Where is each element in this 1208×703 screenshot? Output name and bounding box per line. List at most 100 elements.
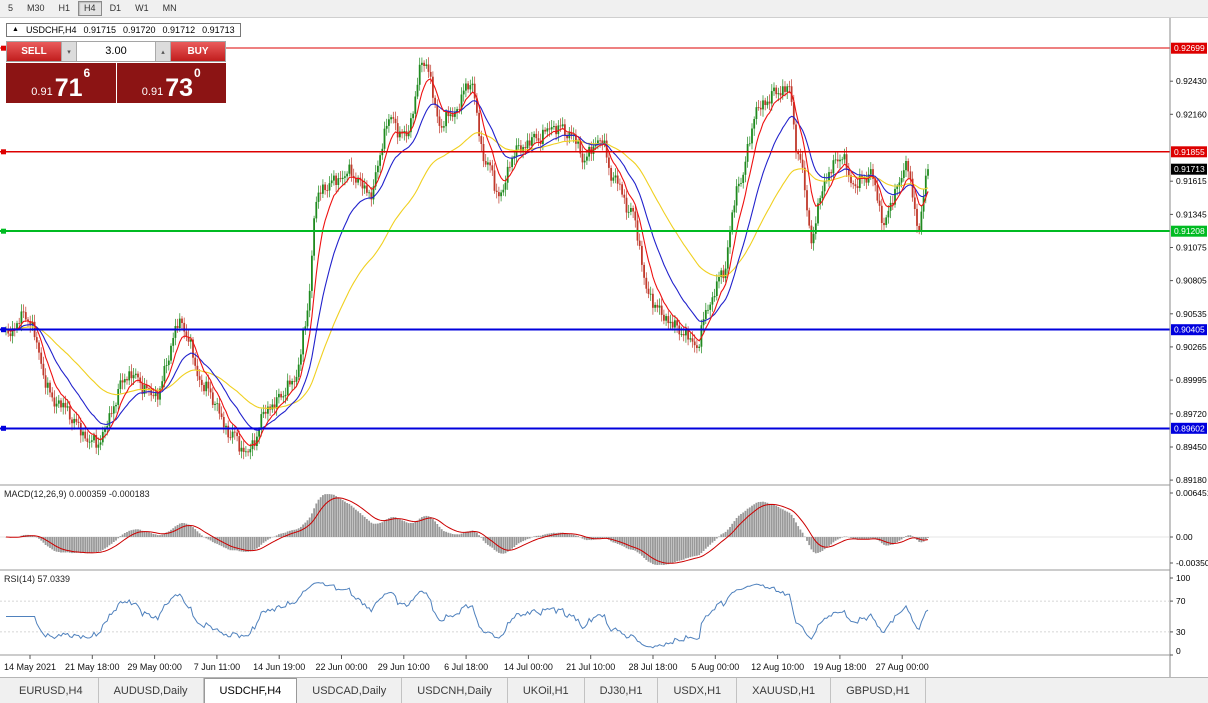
svg-text:29 Jun 10:00: 29 Jun 10:00 xyxy=(378,662,430,672)
svg-text:0.00: 0.00 xyxy=(1176,532,1193,542)
svg-text:0.89995: 0.89995 xyxy=(1176,375,1207,385)
svg-text:-0.00350: -0.00350 xyxy=(1176,558,1208,568)
timeframe-button-MN[interactable]: MN xyxy=(162,3,177,13)
timeframe-button-5[interactable]: 5 xyxy=(8,3,14,13)
sell-button[interactable]: SELL xyxy=(7,42,61,61)
chart-tab-USDCHF-H4[interactable]: USDCHF,H4 xyxy=(203,678,298,703)
chart-tab-USDX-H1[interactable]: USDX,H1 xyxy=(658,678,738,703)
svg-text:22 Jun 00:00: 22 Jun 00:00 xyxy=(315,662,367,672)
svg-text:0.89602: 0.89602 xyxy=(1174,423,1205,433)
moving-averages-layer xyxy=(5,78,929,447)
svg-text:6 Jul 18:00: 6 Jul 18:00 xyxy=(444,662,488,672)
svg-text:27 Aug 00:00: 27 Aug 00:00 xyxy=(876,662,929,672)
chart-canvas[interactable]: 0.92430 0.92160 0.91615 0.91345 0.91075 0.908… xyxy=(0,18,1208,677)
ma-line-8 xyxy=(5,78,929,447)
sell-price-sup: 6 xyxy=(83,66,91,80)
svg-text:0.91075: 0.91075 xyxy=(1176,243,1207,253)
chart-tab-GBPUSD-H1[interactable]: GBPUSD,H1 xyxy=(831,678,926,703)
svg-text:0.90535: 0.90535 xyxy=(1176,309,1207,319)
timeframe-button-M30[interactable]: M30 xyxy=(27,3,45,13)
volume-increase-button[interactable]: ▴ xyxy=(155,42,171,61)
buy-button[interactable]: BUY xyxy=(171,42,225,61)
svg-text:0.92430: 0.92430 xyxy=(1176,76,1207,86)
svg-text:14 Jul 00:00: 14 Jul 00:00 xyxy=(504,662,553,672)
chart-tab-EURUSD-H4[interactable]: EURUSD,H4 xyxy=(4,678,99,703)
volume-decrease-button[interactable]: ▾ xyxy=(61,42,77,61)
chart-tab-USDCNH-Daily[interactable]: USDCNH,Daily xyxy=(402,678,508,703)
ohlc-info-box: ▲ USDCHF,H4 0.91715 0.91720 0.91712 0.91… xyxy=(6,23,241,37)
high-price: 0.91720 xyxy=(123,25,156,35)
trade-prices-row: 0.91 71 6 0.91 73 0 xyxy=(6,63,226,103)
sell-price-display[interactable]: 0.91 71 6 xyxy=(6,63,116,103)
svg-text:0.006451: 0.006451 xyxy=(1176,488,1208,498)
svg-text:0.91208: 0.91208 xyxy=(1174,226,1205,236)
chart-tab-XAUUSD-H1[interactable]: XAUUSD,H1 xyxy=(737,678,832,703)
macd-axis: 0.006451 0.00 -0.00350 xyxy=(1170,488,1208,568)
chart-area: 0.92430 0.92160 0.91615 0.91345 0.91075 0.908… xyxy=(0,18,1208,677)
price-axis: 0.92430 0.92160 0.91615 0.91345 0.91075 0.908… xyxy=(1170,76,1207,485)
one-click-trading-panel: SELL ▾ 3.00 ▴ BUY 0.91 71 6 0.91 73 xyxy=(6,41,226,103)
svg-text:29 May 00:00: 29 May 00:00 xyxy=(127,662,182,672)
triangle-down-icon: ▾ xyxy=(67,48,71,56)
svg-text:30: 30 xyxy=(1176,627,1186,637)
sell-price-prefix: 0.91 xyxy=(31,85,53,98)
svg-text:5 Aug 00:00: 5 Aug 00:00 xyxy=(691,662,739,672)
chart-tab-DJ30-H1[interactable]: DJ30,H1 xyxy=(585,678,659,703)
svg-text:19 Aug 18:00: 19 Aug 18:00 xyxy=(813,662,866,672)
rsi-line xyxy=(6,582,929,649)
svg-text:0.90805: 0.90805 xyxy=(1176,276,1207,286)
macd-histogram xyxy=(5,494,929,565)
svg-text:0.91855: 0.91855 xyxy=(1174,147,1205,157)
up-triangle-icon: ▲ xyxy=(12,26,19,33)
timeframe-button-W1[interactable]: W1 xyxy=(135,3,149,13)
svg-text:70: 70 xyxy=(1176,596,1186,606)
symbol-timeframe-label: USDCHF,H4 xyxy=(25,25,77,35)
svg-text:0: 0 xyxy=(1176,646,1181,656)
macd-signal-line xyxy=(5,497,929,564)
svg-text:0.89450: 0.89450 xyxy=(1176,442,1207,452)
chart-tabs-bar: EURUSD,H4 AUDUSD,Daily USDCHF,H4 USDCAD,Dai… xyxy=(0,677,1208,703)
svg-text:100: 100 xyxy=(1176,573,1190,583)
chart-tab-USDCAD-Daily[interactable]: USDCAD,Daily xyxy=(297,678,403,703)
time-axis: 14 May 2021 21 May 18:00 29 May 00:00 7 Jun… xyxy=(4,655,929,672)
buy-price-big: 73 xyxy=(165,74,194,102)
sell-price-big: 71 xyxy=(54,74,83,102)
buy-price-sup: 0 xyxy=(194,66,201,80)
svg-text:14 May 2021: 14 May 2021 xyxy=(4,662,56,672)
macd-label: MACD(12,26,9) 0.000359 -0.000183 xyxy=(4,489,150,499)
rsi-label: RSI(14) 57.0339 xyxy=(4,574,70,584)
volume-input[interactable]: 3.00 xyxy=(77,42,155,61)
timeframe-button-H4[interactable]: H4 xyxy=(78,1,102,16)
svg-text:0.91713: 0.91713 xyxy=(1174,164,1205,174)
svg-text:21 Jul 10:00: 21 Jul 10:00 xyxy=(566,662,615,672)
chart-tab-UKOil-H1[interactable]: UKOil,H1 xyxy=(508,678,585,703)
svg-text:0.91615: 0.91615 xyxy=(1176,176,1207,186)
svg-text:0.89180: 0.89180 xyxy=(1176,475,1207,485)
open-price: 0.91715 xyxy=(83,25,116,35)
chart-tab-AUDUSD-Daily[interactable]: AUDUSD,Daily xyxy=(99,678,204,703)
svg-text:21 May 18:00: 21 May 18:00 xyxy=(65,662,120,672)
svg-text:28 Jul 18:00: 28 Jul 18:00 xyxy=(628,662,677,672)
svg-text:0.91345: 0.91345 xyxy=(1176,209,1207,219)
timeframe-button-D1[interactable]: D1 xyxy=(109,3,122,13)
trade-controls-row: SELL ▾ 3.00 ▴ BUY xyxy=(6,41,226,62)
ma-line-21 xyxy=(5,100,929,431)
buy-price-display[interactable]: 0.91 73 0 xyxy=(116,63,226,103)
timeframe-button-H1[interactable]: H1 xyxy=(58,3,71,13)
rsi-axis: 100 70 30 0 xyxy=(1170,573,1190,656)
svg-text:12 Aug 10:00: 12 Aug 10:00 xyxy=(751,662,804,672)
svg-text:0.89720: 0.89720 xyxy=(1176,409,1207,419)
svg-text:0.90265: 0.90265 xyxy=(1176,342,1207,352)
triangle-up-icon: ▴ xyxy=(161,48,165,56)
svg-text:0.92699: 0.92699 xyxy=(1174,43,1205,53)
buy-price-prefix: 0.91 xyxy=(141,85,164,98)
svg-text:0.90405: 0.90405 xyxy=(1174,325,1205,335)
ma-line-55 xyxy=(5,132,929,409)
close-price: 0.91713 xyxy=(202,25,235,35)
svg-text:0.92160: 0.92160 xyxy=(1176,109,1207,119)
svg-text:7 Jun 11:00: 7 Jun 11:00 xyxy=(194,662,240,672)
svg-text:14 Jun 19:00: 14 Jun 19:00 xyxy=(253,662,305,672)
timeframe-toolbar: 5 M30 H1 H4 D1 W1 MN xyxy=(0,0,1208,18)
low-price: 0.91712 xyxy=(162,25,196,35)
